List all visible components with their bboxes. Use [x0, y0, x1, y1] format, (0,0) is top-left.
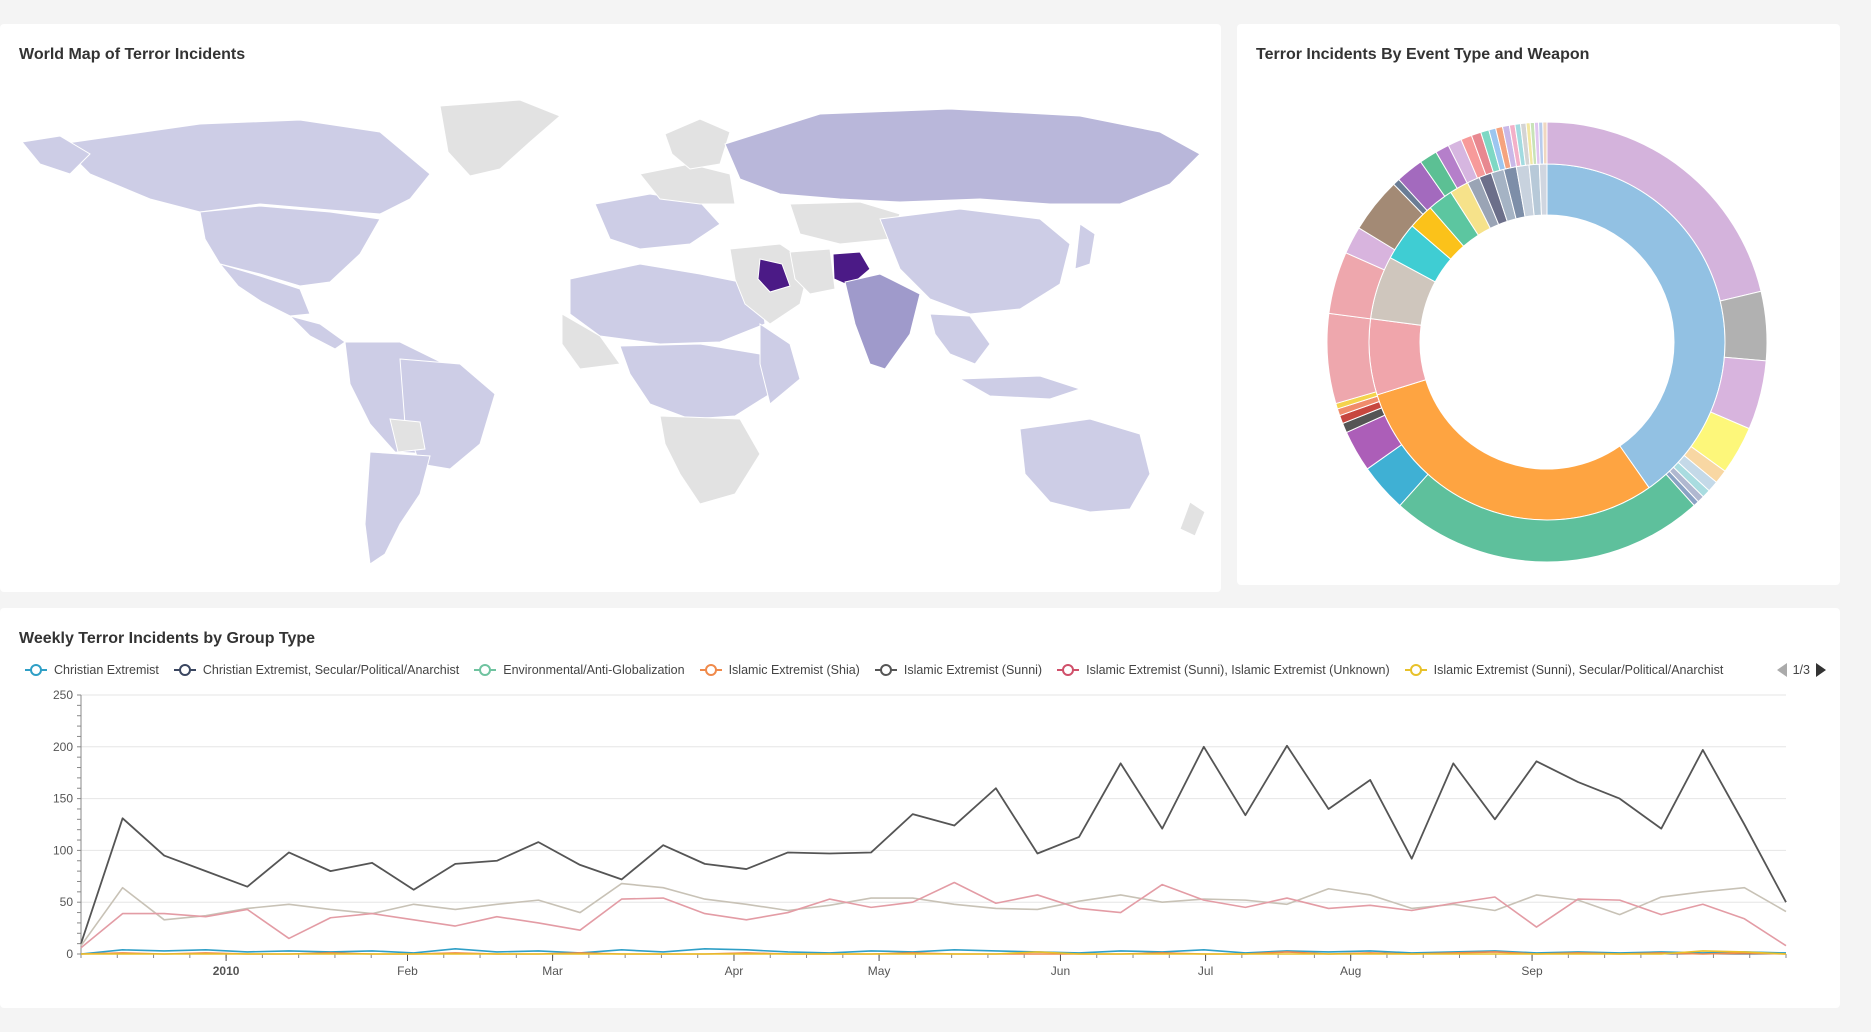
legend-page-indicator: 1/3: [1792, 663, 1810, 677]
donut-title: Terror Incidents By Event Type and Weapo…: [1256, 46, 1590, 63]
legend-marker-icon: [699, 664, 722, 676]
y-tick-label: 100: [53, 843, 73, 857]
legend-prev-icon[interactable]: [1776, 663, 1787, 677]
map-region-south-america-south[interactable]: [364, 451, 431, 565]
map-region-west-africa[interactable]: [561, 313, 621, 370]
series-line-0[interactable]: [80, 744, 1787, 944]
legend-label: Islamic Extremist (Sunni), Secular/Polit…: [1433, 663, 1724, 677]
legend-label: Islamic Extremist (Shia): [728, 663, 860, 677]
legend-item-4[interactable]: Islamic Extremist (Sunni): [874, 663, 1042, 677]
map-region-afghanistan[interactable]: [832, 251, 871, 287]
legend-label: Christian Extremist: [54, 663, 159, 677]
y-tick-label: 150: [53, 792, 73, 806]
y-tick-label: 250: [53, 688, 73, 702]
legend-marker-icon: [173, 664, 196, 676]
legend-marker-icon: [474, 664, 497, 676]
map-region-indonesia[interactable]: [958, 375, 1082, 400]
map-shapes: [21, 99, 1206, 565]
series-line-2[interactable]: [80, 881, 1787, 949]
legend-label: Islamic Extremist (Sunni): [903, 663, 1043, 677]
map-region-iran[interactable]: [789, 248, 836, 295]
y-tick-label: 50: [60, 895, 74, 909]
map-region-japan[interactable]: [1074, 223, 1096, 270]
legend-next-icon[interactable]: [1816, 663, 1826, 677]
legend-marker-icon: [874, 664, 897, 676]
legend-pager: 1/3: [1776, 660, 1826, 680]
map-region-australia[interactable]: [1019, 418, 1151, 513]
map-region-alaska[interactable]: [21, 135, 91, 175]
map-region-iraq[interactable]: [757, 258, 791, 293]
map-title: World Map of Terror Incidents: [19, 46, 246, 63]
legend-label: Environmental/Anti-Globalization: [503, 663, 685, 677]
legend-marker-icon: [1057, 664, 1080, 676]
legend-label: Christian Extremist, Secular/Political/A…: [202, 663, 460, 677]
legend-label: Islamic Extremist (Sunni), Islamic Extre…: [1086, 663, 1390, 677]
x-tick-label-7: Aug: [1340, 964, 1361, 978]
map-region-scandinavia[interactable]: [664, 118, 731, 170]
x-tick-label-0: 2010: [213, 964, 240, 978]
map-region-canada[interactable]: [58, 119, 431, 215]
legend-item-5[interactable]: Islamic Extremist (Sunni), Islamic Extre…: [1056, 663, 1390, 677]
line-title: Weekly Terror Incidents by Group Type: [19, 630, 316, 647]
line-panel: Weekly Terror Incidents by Group Type Ch…: [0, 608, 1840, 1008]
series-line-1[interactable]: [80, 882, 1787, 947]
map-region-central-america[interactable]: [288, 315, 346, 350]
legend-marker-icon: [25, 664, 47, 676]
map-region-east-africa[interactable]: [759, 323, 801, 405]
map-region-north-africa[interactable]: [569, 263, 766, 345]
x-tick-label-3: Apr: [725, 964, 744, 978]
x-tick-label-6: Jul: [1198, 964, 1213, 978]
donut-panel: Terror Incidents By Event Type and Weapo…: [1237, 24, 1840, 585]
series-line-3[interactable]: [80, 948, 1787, 955]
map-region-mexico[interactable]: [218, 263, 311, 317]
y-tick-label: 0: [66, 947, 73, 961]
y-tick-label: 200: [53, 740, 73, 754]
map-region-pakistan-india[interactable]: [844, 273, 921, 370]
x-tick-label-8: Sep: [1521, 964, 1543, 978]
line-legend: Christian Extremist Christian Extremist, …: [24, 660, 1723, 680]
outer-ring-slice-1[interactable]: [1719, 290, 1768, 362]
legend-item-2[interactable]: Environmental/Anti-Globalization: [473, 663, 685, 677]
legend-item-1[interactable]: Christian Extremist, Secular/Political/A…: [173, 663, 459, 677]
map-region-new-zealand[interactable]: [1179, 501, 1206, 537]
world-map[interactable]: [0, 24, 1221, 592]
map-region-greenland[interactable]: [439, 99, 561, 177]
map-region-usa[interactable]: [199, 205, 381, 287]
outer-ring-slice-38[interactable]: [1542, 121, 1548, 165]
legend-item-6[interactable]: Islamic Extremist (Sunni), Secular/Polit…: [1404, 663, 1724, 677]
x-tick-label-2: Mar: [542, 964, 563, 978]
line-chart[interactable]: 0 50 100 150 200 250 2010 Feb Mar Apr May Jun Jul Aug…: [0, 608, 1840, 1008]
map-region-southeast-asia[interactable]: [929, 313, 991, 365]
legend-item-0[interactable]: Christian Extremist: [24, 663, 159, 677]
x-tick-label-1: Feb: [397, 964, 418, 978]
legend-marker-icon: [1404, 664, 1427, 676]
map-region-bolivia[interactable]: [389, 418, 426, 453]
map-region-china[interactable]: [879, 208, 1071, 315]
donut-chart[interactable]: [1237, 24, 1840, 585]
map-region-southern-africa[interactable]: [659, 415, 761, 505]
x-tick-label-4: May: [868, 964, 891, 978]
map-panel: World Map of Terror Incidents: [0, 24, 1221, 592]
map-region-russia[interactable]: [724, 108, 1201, 205]
x-tick-label-5: Jun: [1051, 964, 1070, 978]
outer-ring-slice-16[interactable]: [1326, 312, 1377, 405]
legend-item-3[interactable]: Islamic Extremist (Shia): [699, 663, 860, 677]
map-region-central-africa[interactable]: [619, 343, 771, 420]
series-line-5[interactable]: [81, 950, 1787, 955]
